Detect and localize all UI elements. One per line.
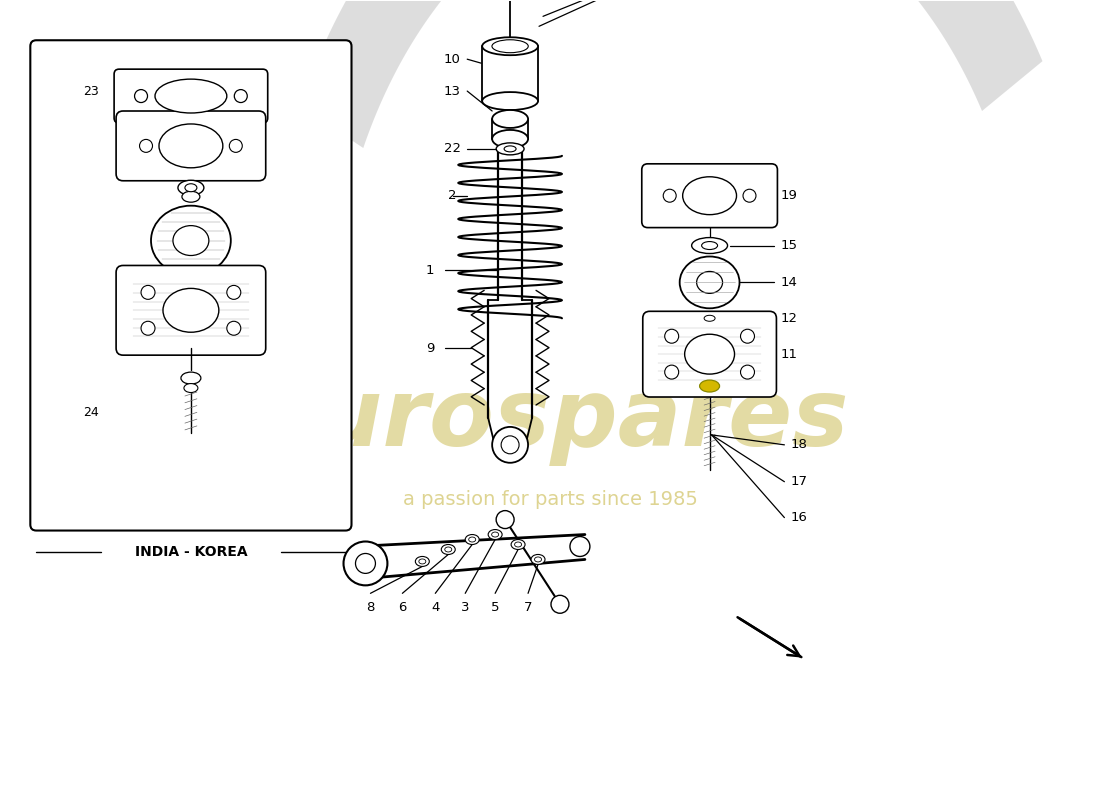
Text: 3: 3 bbox=[461, 601, 470, 614]
Ellipse shape bbox=[163, 288, 219, 332]
Ellipse shape bbox=[492, 130, 528, 148]
Text: 9: 9 bbox=[426, 342, 434, 354]
FancyBboxPatch shape bbox=[31, 40, 352, 530]
Text: 10: 10 bbox=[443, 53, 461, 66]
Ellipse shape bbox=[702, 242, 717, 250]
Text: 12: 12 bbox=[781, 312, 798, 325]
Ellipse shape bbox=[184, 383, 198, 393]
Text: 17: 17 bbox=[791, 475, 807, 488]
Ellipse shape bbox=[160, 124, 223, 168]
Ellipse shape bbox=[355, 554, 375, 574]
Ellipse shape bbox=[185, 184, 197, 192]
Text: 16: 16 bbox=[791, 511, 807, 524]
Ellipse shape bbox=[229, 139, 242, 152]
Ellipse shape bbox=[488, 530, 502, 539]
Text: 19: 19 bbox=[781, 190, 798, 202]
Ellipse shape bbox=[227, 286, 241, 299]
Text: 4: 4 bbox=[431, 601, 440, 614]
Text: 14: 14 bbox=[781, 276, 798, 289]
Ellipse shape bbox=[696, 271, 723, 294]
Ellipse shape bbox=[515, 542, 521, 547]
Ellipse shape bbox=[496, 143, 524, 155]
Text: 23: 23 bbox=[84, 85, 99, 98]
Ellipse shape bbox=[740, 365, 755, 379]
Text: 1: 1 bbox=[426, 264, 434, 277]
Text: 13: 13 bbox=[443, 85, 461, 98]
Text: 24: 24 bbox=[84, 406, 99, 419]
Ellipse shape bbox=[140, 139, 153, 152]
Text: 5: 5 bbox=[491, 601, 499, 614]
Text: INDIA - KOREA: INDIA - KOREA bbox=[134, 546, 248, 559]
Ellipse shape bbox=[535, 557, 541, 562]
Ellipse shape bbox=[740, 330, 755, 343]
FancyBboxPatch shape bbox=[642, 311, 777, 397]
Ellipse shape bbox=[492, 532, 498, 537]
Ellipse shape bbox=[469, 537, 475, 542]
Ellipse shape bbox=[416, 557, 429, 566]
Ellipse shape bbox=[570, 537, 590, 557]
Polygon shape bbox=[300, 0, 1043, 148]
Ellipse shape bbox=[227, 322, 241, 335]
Ellipse shape bbox=[180, 372, 201, 384]
FancyBboxPatch shape bbox=[641, 164, 778, 228]
Ellipse shape bbox=[680, 257, 739, 308]
Ellipse shape bbox=[551, 595, 569, 614]
FancyBboxPatch shape bbox=[117, 266, 266, 355]
Ellipse shape bbox=[482, 38, 538, 55]
Ellipse shape bbox=[155, 79, 227, 113]
Ellipse shape bbox=[692, 238, 727, 254]
Ellipse shape bbox=[664, 330, 679, 343]
Ellipse shape bbox=[502, 436, 519, 454]
Ellipse shape bbox=[492, 110, 528, 128]
Ellipse shape bbox=[504, 146, 516, 152]
FancyBboxPatch shape bbox=[114, 69, 267, 123]
Ellipse shape bbox=[531, 554, 544, 565]
Ellipse shape bbox=[742, 190, 756, 202]
Text: 22: 22 bbox=[443, 142, 461, 155]
Ellipse shape bbox=[664, 365, 679, 379]
FancyBboxPatch shape bbox=[117, 111, 266, 181]
Ellipse shape bbox=[444, 547, 452, 552]
Text: 8: 8 bbox=[366, 601, 375, 614]
Text: 15: 15 bbox=[781, 239, 798, 252]
Text: 2: 2 bbox=[448, 190, 456, 202]
Ellipse shape bbox=[134, 90, 147, 102]
Ellipse shape bbox=[683, 177, 737, 214]
Ellipse shape bbox=[704, 315, 715, 322]
Ellipse shape bbox=[700, 380, 719, 392]
Ellipse shape bbox=[419, 559, 426, 564]
Text: a passion for parts since 1985: a passion for parts since 1985 bbox=[403, 490, 697, 509]
Ellipse shape bbox=[512, 539, 525, 550]
Ellipse shape bbox=[482, 92, 538, 110]
Ellipse shape bbox=[141, 286, 155, 299]
Ellipse shape bbox=[663, 190, 676, 202]
Ellipse shape bbox=[465, 534, 480, 545]
Ellipse shape bbox=[698, 312, 720, 324]
Ellipse shape bbox=[173, 226, 209, 255]
Ellipse shape bbox=[496, 510, 514, 529]
Ellipse shape bbox=[182, 191, 200, 202]
Ellipse shape bbox=[141, 322, 155, 335]
Ellipse shape bbox=[492, 427, 528, 462]
Ellipse shape bbox=[343, 542, 387, 586]
Text: 6: 6 bbox=[398, 601, 407, 614]
Ellipse shape bbox=[234, 90, 248, 102]
Ellipse shape bbox=[178, 180, 204, 195]
Text: 18: 18 bbox=[791, 438, 807, 451]
Ellipse shape bbox=[684, 334, 735, 374]
Text: eurospares: eurospares bbox=[251, 374, 849, 466]
Text: 7: 7 bbox=[524, 601, 532, 614]
Ellipse shape bbox=[151, 206, 231, 275]
Ellipse shape bbox=[441, 545, 455, 554]
Text: 11: 11 bbox=[781, 348, 798, 361]
